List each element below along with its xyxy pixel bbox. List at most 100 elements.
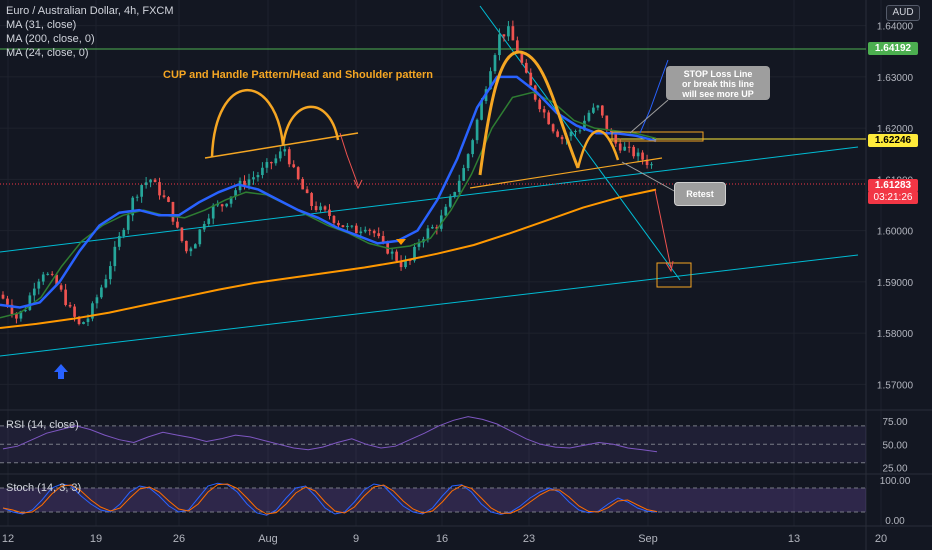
candle-body (220, 204, 224, 207)
candle-body (417, 242, 421, 247)
candle-body (189, 248, 193, 252)
candle-body (377, 233, 381, 237)
candle-body (64, 289, 67, 305)
candle-body (68, 304, 72, 307)
channel-upper-line (0, 146, 859, 253)
x-tick-label: 12 (2, 533, 14, 545)
candle-body (77, 316, 81, 325)
x-tick-label: 20 (875, 533, 887, 545)
retest-callout: Retest (674, 182, 726, 206)
candle-body (645, 159, 649, 165)
symbol-title[interactable]: Euro / Australian Dollar, 4h, FXCM (6, 5, 174, 17)
candle-body (502, 34, 506, 37)
candle-body (587, 112, 591, 121)
candle-body (435, 227, 439, 229)
candle-body (466, 154, 470, 169)
y-tick-label: 1.59000 (877, 278, 914, 289)
ma200-legend[interactable]: MA (200, close, 0) (6, 33, 95, 45)
candle-body (202, 223, 206, 230)
x-tick-label: Aug (258, 533, 278, 545)
x-tick-label: 16 (436, 533, 448, 545)
price-tag-countdown: 03:21:26 (868, 191, 918, 204)
candle-body (41, 274, 45, 282)
candle-body (131, 197, 135, 216)
x-tick-label: Sep (638, 533, 658, 545)
y-tick-label: 1.60000 (877, 227, 914, 238)
candle-body (560, 136, 564, 140)
candle-body (346, 225, 349, 228)
candle-body (46, 273, 50, 275)
candle-body (448, 196, 452, 207)
arrow-head (665, 260, 674, 273)
price-tag-last: 1.61283 (868, 179, 918, 192)
candle-body (50, 273, 54, 275)
candle-body (55, 274, 59, 286)
ma200-line (0, 188, 657, 329)
candle-body (149, 179, 152, 183)
candle-body (475, 119, 479, 141)
candle-body (283, 149, 287, 152)
candle-body (511, 26, 515, 41)
candle-body (507, 26, 510, 37)
candle-body (538, 99, 542, 110)
candle-body (117, 236, 121, 247)
price-tag-top-line: 1.64192 (868, 42, 918, 55)
candle-body (19, 311, 23, 319)
candle-body (82, 322, 85, 325)
x-tick-label: 26 (173, 533, 185, 545)
candle-body (529, 72, 533, 86)
candle-body (122, 229, 126, 237)
candle-body (193, 244, 197, 249)
rsi-legend[interactable]: RSI (14, close) (6, 419, 79, 431)
candle-body (180, 227, 184, 241)
candle-body (453, 191, 457, 197)
channel-lower-line (0, 254, 859, 357)
candle-body (439, 215, 443, 229)
candle-body (569, 131, 573, 137)
candle-body (274, 158, 278, 164)
candles-group (1, 20, 653, 327)
candle-body (363, 229, 367, 232)
ma24-legend[interactable]: MA (24, close, 0) (6, 47, 89, 59)
neckline-left (204, 132, 359, 159)
candle-body (113, 246, 117, 267)
signal-marker-down (396, 239, 406, 245)
candle-body (583, 120, 586, 131)
descending-trend-line (479, 5, 681, 281)
candle-body (135, 196, 139, 198)
x-tick-label: 13 (788, 533, 800, 545)
candle-body (341, 225, 345, 228)
currency-badge[interactable]: AUD (886, 5, 920, 21)
candle-body (198, 229, 202, 245)
candle-body (551, 124, 555, 132)
candle-body (28, 295, 32, 310)
candle-body (574, 131, 577, 133)
candle-body (247, 179, 251, 186)
candle-body (1, 294, 5, 299)
price-tag-mid-line: 1.62246 (868, 134, 918, 147)
stoch-tick-label: 0.00 (885, 516, 905, 527)
rsi-tick-label: 75.00 (882, 417, 907, 428)
candle-body (641, 152, 644, 160)
candle-body (636, 152, 640, 157)
candle-body (225, 203, 228, 207)
candle-body (372, 230, 376, 234)
candle-body (305, 189, 309, 194)
candle-body (542, 109, 546, 113)
ma31-legend[interactable]: MA (31, close) (6, 19, 77, 31)
candle-body (395, 251, 398, 261)
candle-body (413, 246, 416, 261)
stop-loss-line-1: STOP Loss Line (683, 69, 753, 79)
candle-body (15, 313, 18, 319)
candle-body (493, 55, 497, 72)
candle-body (256, 175, 260, 178)
ma31-line (0, 75, 657, 309)
neckline-right (469, 157, 663, 189)
candle-body (292, 164, 296, 168)
candle-body (390, 251, 394, 254)
candle-body (457, 180, 461, 192)
candle-body (24, 309, 27, 312)
stoch-legend[interactable]: Stoch (14, 3, 3) (6, 482, 82, 494)
y-tick-label: 1.57000 (877, 380, 914, 391)
